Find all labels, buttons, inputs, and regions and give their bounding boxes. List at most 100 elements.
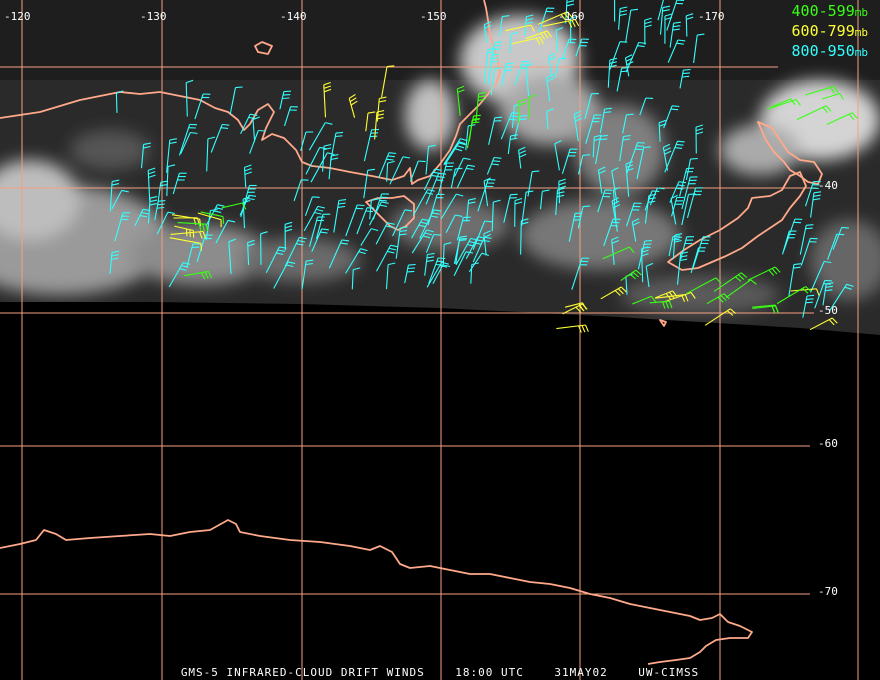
- wind-barb: [783, 218, 803, 251]
- wind-barb: [577, 154, 591, 175]
- wind-barb: [424, 252, 435, 276]
- wind-barb: [626, 142, 645, 174]
- wind-barb: [454, 157, 471, 177]
- wind-barb: [260, 231, 268, 265]
- wind-barb: [385, 262, 396, 290]
- wind-barb: [243, 164, 252, 188]
- wind-barb: [300, 131, 314, 152]
- wind-barb: [240, 113, 258, 135]
- wind-barb: [409, 160, 426, 182]
- wind-barb: [381, 65, 395, 98]
- wind-barb: [315, 213, 331, 239]
- wind-barb: [539, 189, 550, 210]
- wind-barb: [679, 167, 694, 197]
- wind-barb: [558, 178, 567, 204]
- satellite-image: [0, 0, 880, 335]
- wind-barb: [378, 152, 397, 179]
- wind-barb: [595, 134, 608, 165]
- pressure-legend: 400-599mb 600-799mb 800-950mb: [792, 2, 868, 62]
- wind-barb: [491, 199, 501, 232]
- wind-barb: [419, 209, 442, 239]
- wind-barb: [466, 114, 481, 149]
- wind-barb: [561, 38, 577, 60]
- wind-barb: [573, 110, 583, 142]
- wind-barb: [154, 200, 166, 221]
- wind-barb: [425, 233, 442, 253]
- wind-barb: [445, 214, 463, 234]
- wind-barb: [345, 248, 368, 274]
- wind-barb: [369, 201, 389, 226]
- wind-barb: [111, 189, 129, 210]
- wind-barb: [345, 204, 365, 237]
- wind-barb: [376, 96, 387, 122]
- wind-barb: [542, 18, 580, 28]
- wind-barb: [301, 259, 314, 290]
- wind-barb: [425, 144, 436, 175]
- wind-barb: [555, 27, 564, 52]
- wind-barb: [609, 41, 628, 70]
- wind-barb: [369, 198, 379, 220]
- lat-label-40: -40: [818, 179, 838, 192]
- wind-barb: [706, 293, 730, 305]
- wind-barb: [686, 187, 703, 219]
- wind-barb: [166, 138, 177, 173]
- wind-barb: [200, 211, 225, 224]
- wind-barb: [304, 196, 320, 216]
- wind-barb: [631, 218, 640, 242]
- wind-barb: [205, 208, 218, 241]
- wind-barb: [374, 110, 385, 140]
- wind-barb: [177, 222, 209, 232]
- wind-barb: [432, 264, 451, 284]
- wind-barb: [322, 143, 332, 172]
- wind-barb: [659, 5, 671, 35]
- wind-barb: [507, 134, 518, 155]
- lon-label-170: -170: [698, 10, 725, 23]
- wind-barb: [395, 226, 408, 259]
- wind-barb: [411, 218, 430, 239]
- wind-barb: [168, 262, 191, 288]
- lat-label-50: -50: [818, 304, 838, 317]
- wind-barb: [180, 131, 198, 155]
- wind-barb: [468, 252, 489, 273]
- caption-time: 18:00 UTC: [455, 666, 524, 679]
- wind-barb: [376, 244, 398, 272]
- wind-barb: [618, 6, 628, 30]
- wind-barb: [411, 229, 434, 254]
- wind-barb: [166, 164, 176, 197]
- antarctica-coast: [0, 519, 753, 665]
- wind-barb: [624, 54, 634, 77]
- wind-barb: [472, 236, 492, 263]
- australia-coast: [0, 0, 501, 185]
- new-zealand-south: [667, 171, 807, 271]
- wind-barb: [799, 224, 814, 255]
- wind-barb: [776, 286, 812, 305]
- wind-barb: [517, 98, 527, 124]
- wind-barb: [456, 85, 465, 116]
- caption-date: 31MAY02: [554, 666, 608, 679]
- wind-barb: [348, 94, 358, 118]
- wind-barb: [600, 286, 627, 300]
- wind-barb: [305, 146, 327, 175]
- wind-barb: [375, 222, 395, 245]
- wind-barb: [450, 167, 463, 189]
- wind-barb: [672, 233, 683, 259]
- wind-barb: [810, 191, 822, 218]
- wind-barb: [206, 136, 216, 172]
- wind-barb: [386, 160, 395, 182]
- wind-barb: [570, 15, 578, 43]
- wind-barb: [501, 62, 514, 86]
- wind-barb: [804, 180, 821, 207]
- wind-barb: [109, 250, 120, 274]
- wind-barb: [518, 146, 527, 169]
- legend-entry-800-950: 800-950mb: [791, 42, 868, 60]
- graticule: [0, 0, 859, 680]
- wind-barb: [685, 157, 698, 181]
- wind-barb: [670, 194, 678, 225]
- caption-source: UW-CIMSS: [638, 666, 700, 679]
- wind-barb: [455, 237, 478, 266]
- wind-barb: [810, 260, 832, 293]
- wind-barb: [639, 97, 654, 116]
- wind-barb: [565, 0, 575, 24]
